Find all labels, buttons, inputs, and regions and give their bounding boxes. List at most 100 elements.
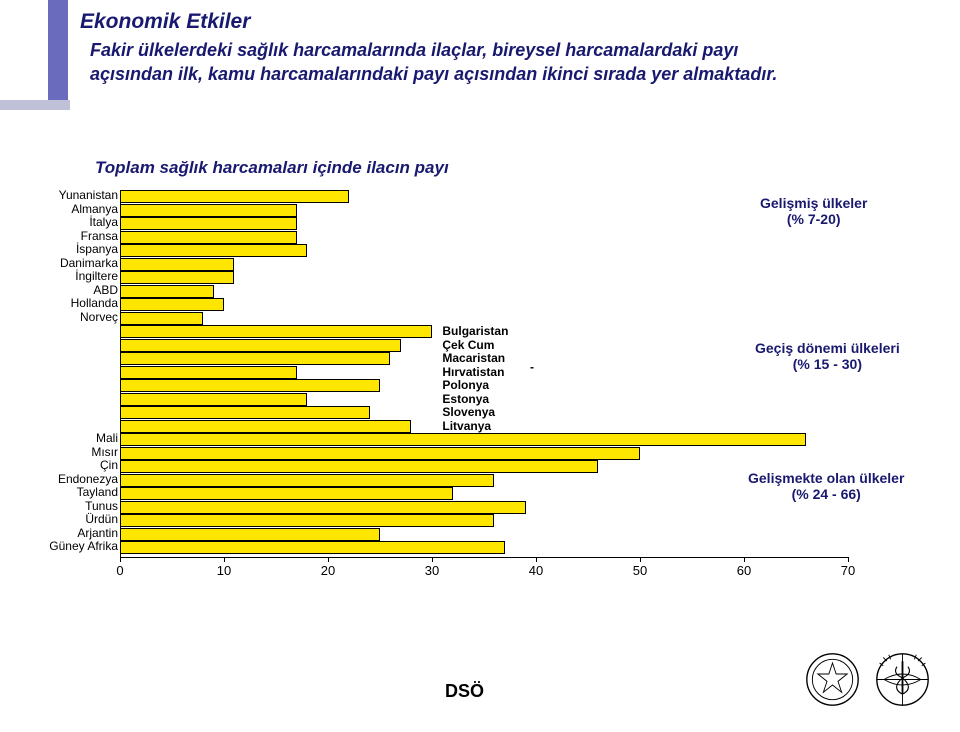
annotation-line2: (% 7-20) (760, 211, 867, 227)
y-axis-label: Mali (96, 431, 118, 445)
bar-row: Arjantin (0, 528, 960, 541)
bar (120, 393, 307, 406)
who-logo-icon (875, 652, 930, 707)
bar-row: ABD (0, 285, 960, 298)
annotation-line1: Gelişmekte olan ülkeler (748, 470, 904, 486)
y-axis-label: ABD (93, 283, 118, 297)
bar (120, 258, 234, 271)
bar (120, 541, 505, 554)
mid-group-label: Çek Cum (442, 338, 494, 352)
bar-row: Güney Afrika (0, 541, 960, 554)
y-axis-label: Almanya (71, 202, 118, 216)
y-axis-label: Hollanda (71, 296, 118, 310)
bar-row: Norveç (0, 312, 960, 325)
bar (120, 447, 640, 460)
y-axis-label: Çin (100, 458, 118, 472)
bar (120, 339, 401, 352)
x-tick-mark (744, 557, 745, 562)
bar (120, 325, 432, 338)
bar-row: Ürdün (0, 514, 960, 527)
y-axis-label: Yunanistan (59, 188, 118, 202)
annotation-line2: (% 15 - 30) (755, 356, 900, 372)
annotation-line1: Geçiş dönemi ülkeleri (755, 340, 900, 356)
bar (120, 487, 453, 500)
y-axis-label: Tayland (77, 485, 118, 499)
bar (120, 298, 224, 311)
bar-row: Danimarka (0, 258, 960, 271)
bar-row: Hollanda (0, 298, 960, 311)
x-tick-mark (536, 557, 537, 562)
bar (120, 379, 380, 392)
x-tick-label: 10 (217, 563, 231, 578)
mid-group-label: Estonya (442, 392, 489, 406)
bar-row: Tunus (0, 501, 960, 514)
intro-paragraph: Fakir ülkelerdeki sağlık harcamalarında … (90, 38, 790, 87)
x-axis (120, 557, 848, 558)
y-axis-label: İspanya (76, 242, 118, 256)
x-tick-mark (640, 557, 641, 562)
y-axis-label: Endonezya (58, 472, 118, 486)
bar (120, 433, 806, 446)
y-axis-label: İngiltere (75, 269, 118, 283)
dash-mark: - (530, 360, 534, 374)
annotation-group: Gelişmekte olan ülkeler(% 24 - 66) (748, 470, 904, 502)
x-tick-mark (224, 557, 225, 562)
bar (120, 420, 411, 433)
chart-title: Toplam sağlık harcamaları içinde ilacın … (95, 158, 449, 178)
mid-group-label: Litvanya (442, 419, 491, 433)
bar (120, 217, 297, 230)
annotation-group: Geçiş dönemi ülkeleri(% 15 - 30) (755, 340, 900, 372)
x-tick-label: 20 (321, 563, 335, 578)
bar (120, 460, 598, 473)
mid-group-label: Polonya (442, 378, 489, 392)
mid-group-label: Hırvatistan (442, 365, 504, 379)
annotation-line1: Gelişmiş ülkeler (760, 195, 867, 211)
bar (120, 271, 234, 284)
bar (120, 514, 494, 527)
left-decor-hbar (0, 100, 70, 110)
bar (120, 352, 390, 365)
y-axis (120, 190, 121, 557)
bar-row: İngiltere (0, 271, 960, 284)
bar (120, 501, 526, 514)
y-axis-label: Güney Afrika (49, 539, 118, 553)
x-tick-mark (328, 557, 329, 562)
annotation-line2: (% 24 - 66) (748, 486, 904, 502)
seal-logo-icon (805, 652, 860, 707)
bar-row: İspanya (0, 244, 960, 257)
x-tick-mark (432, 557, 433, 562)
x-tick-label: 0 (116, 563, 123, 578)
bar (120, 231, 297, 244)
bar (120, 204, 297, 217)
x-tick-label: 60 (737, 563, 751, 578)
x-tick-label: 70 (841, 563, 855, 578)
y-axis-label: Arjantin (77, 526, 118, 540)
mid-group-label: Bulgaristan (442, 324, 508, 338)
bar-row: Mısır (0, 447, 960, 460)
y-axis-label: Mısır (91, 445, 118, 459)
bar-row: Mali (0, 433, 960, 446)
y-axis-label: Norveç (80, 310, 118, 324)
bar (120, 190, 349, 203)
x-tick-mark (848, 557, 849, 562)
mid-group-label: Macaristan (442, 351, 505, 365)
bar (120, 285, 214, 298)
y-axis-label: Tunus (85, 499, 118, 513)
bar (120, 312, 203, 325)
page-title: Ekonomik Etkiler (80, 10, 250, 34)
bar (120, 528, 380, 541)
bar (120, 474, 494, 487)
bar (120, 406, 370, 419)
x-tick-label: 40 (529, 563, 543, 578)
x-tick-label: 50 (633, 563, 647, 578)
y-axis-label: Ürdün (85, 512, 118, 526)
y-axis-label: İtalya (89, 215, 118, 229)
x-tick-mark (120, 557, 121, 562)
y-axis-label: Danimarka (60, 256, 118, 270)
left-decor-vbar (48, 0, 68, 100)
bar (120, 244, 307, 257)
bar-row: Fransa (0, 231, 960, 244)
footer-source: DSÖ (445, 681, 484, 702)
annotation-group: Gelişmiş ülkeler(% 7-20) (760, 195, 867, 227)
bar (120, 366, 297, 379)
